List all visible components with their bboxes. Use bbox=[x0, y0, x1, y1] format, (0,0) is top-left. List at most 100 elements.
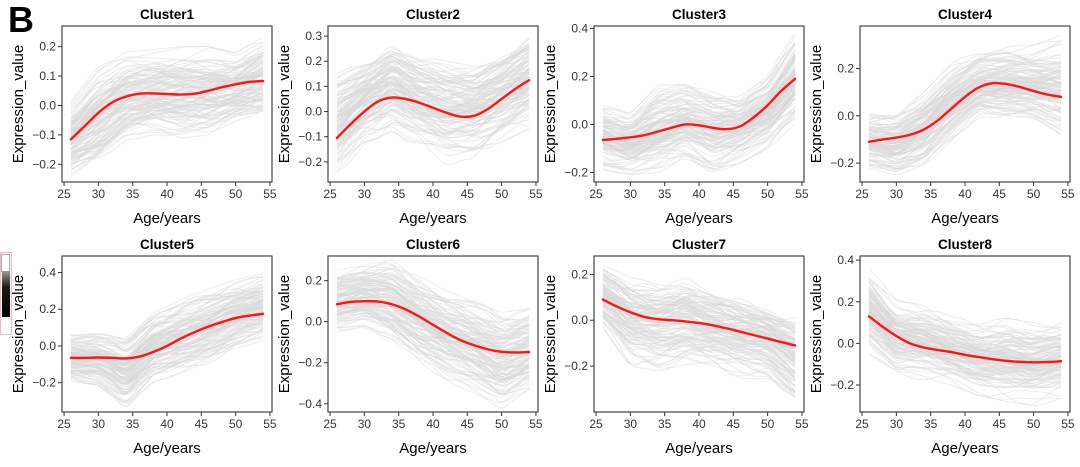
x-tick-label: 45 bbox=[461, 187, 475, 201]
x-tick-label: 35 bbox=[924, 187, 938, 201]
y-tick-label: 0.4 bbox=[39, 266, 56, 280]
y-tick-label: −0.1 bbox=[298, 130, 322, 144]
x-tick-label: 50 bbox=[761, 187, 775, 201]
trend-line bbox=[601, 77, 797, 142]
x-tick-label: 35 bbox=[658, 187, 672, 201]
x-tick-label: 25 bbox=[855, 417, 869, 431]
x-tick-label: 45 bbox=[195, 187, 209, 201]
y-tick-label: 0.0 bbox=[571, 117, 588, 131]
x-tick-label: 45 bbox=[727, 417, 741, 431]
cluster7-panel: 25 30 35 40 45 50 55 −0.2 0.0 0.2 Cluster7 Age/year… bbox=[542, 236, 810, 458]
spaghetti-lines bbox=[868, 34, 1062, 176]
y-tick-label: 0.0 bbox=[39, 339, 56, 353]
x-tick-label: 50 bbox=[1027, 417, 1041, 431]
artifact-dark-bar bbox=[2, 271, 10, 317]
y-tick-label: −0.2 bbox=[298, 155, 322, 169]
y-tick-label: 0.0 bbox=[837, 109, 854, 123]
y-tick-label: 0.4 bbox=[571, 21, 588, 35]
x-tick-label: 25 bbox=[855, 187, 869, 201]
y-tick-label: 0.1 bbox=[305, 79, 322, 93]
y-axis-label: Expression_value bbox=[12, 45, 27, 163]
cluster8-panel: 25 30 35 40 45 50 55 −0.2 0.0 0.2 0.4 Cluster8 Age/y… bbox=[808, 236, 1076, 458]
x-tick-label: 35 bbox=[658, 417, 672, 431]
x-tick-label: 30 bbox=[890, 417, 904, 431]
x-tick-label: 55 bbox=[263, 187, 277, 201]
panel-title: Cluster7 bbox=[672, 237, 726, 252]
x-tick-label: 25 bbox=[323, 417, 337, 431]
trend-line bbox=[335, 299, 531, 354]
y-axis-label: Expression_value bbox=[278, 45, 293, 163]
x-tick-label: 35 bbox=[392, 187, 406, 201]
y-tick-label: −0.2 bbox=[32, 376, 56, 390]
x-tick-label: 45 bbox=[993, 187, 1007, 201]
y-tick-label: 0.3 bbox=[305, 29, 322, 43]
trend-line bbox=[601, 298, 797, 347]
x-tick-label: 25 bbox=[589, 417, 603, 431]
x-tick-label: 30 bbox=[92, 187, 106, 201]
y-tick-label: −0.2 bbox=[564, 165, 588, 179]
spaghetti-lines bbox=[602, 33, 796, 176]
x-tick-label: 45 bbox=[461, 417, 475, 431]
x-tick-label: 35 bbox=[126, 417, 140, 431]
cluster8-chart: 25 30 35 40 45 50 55 −0.2 0.0 0.2 0.4 Cluster8 Age/y… bbox=[808, 237, 1075, 457]
x-tick-label: 40 bbox=[958, 187, 972, 201]
x-tick-label: 50 bbox=[1027, 187, 1041, 201]
cluster1-chart: 25 30 35 40 45 50 55 −0.2 −0.1 0.0 0.1 0.2 Cluster1 A… bbox=[10, 7, 277, 227]
y-axis-label: Expression_value bbox=[544, 45, 559, 163]
x-tick-label: 50 bbox=[761, 417, 775, 431]
spaghetti-lines bbox=[602, 265, 796, 398]
x-axis-label: Age/years bbox=[665, 440, 733, 457]
x-tick-label: 25 bbox=[589, 187, 603, 201]
x-tick-label: 55 bbox=[795, 417, 809, 431]
y-tick-label: 0.0 bbox=[305, 105, 322, 119]
cluster7-chart: 25 30 35 40 45 50 55 −0.2 0.0 0.2 Cluster7 Age/year… bbox=[542, 237, 809, 457]
spaghetti-lines bbox=[336, 259, 530, 409]
x-tick-label: 55 bbox=[1061, 417, 1075, 431]
y-tick-label: 0.0 bbox=[39, 98, 56, 112]
y-tick-label: −0.2 bbox=[32, 157, 56, 171]
x-tick-label: 40 bbox=[958, 417, 972, 431]
cluster-panel-grid: 25 30 35 40 45 50 55 −0.2 −0.1 0.0 0.1 0.2 Cluster1 A… bbox=[10, 6, 1076, 458]
x-tick-label: 40 bbox=[692, 417, 706, 431]
x-axis-label: Age/years bbox=[133, 440, 201, 457]
y-tick-label: −0.2 bbox=[298, 356, 322, 370]
trend-line bbox=[335, 78, 531, 140]
x-tick-label: 30 bbox=[890, 187, 904, 201]
figure-label: B bbox=[8, 0, 34, 40]
x-tick-label: 45 bbox=[993, 417, 1007, 431]
cluster2-chart: 25 30 35 40 45 50 55 −0.2 −0.1 0.0 0.1 0.2 0.3 Cluste… bbox=[276, 7, 543, 227]
spaghetti-lines bbox=[70, 37, 264, 177]
artifact-mini-box bbox=[1, 254, 10, 272]
x-tick-label: 40 bbox=[160, 187, 174, 201]
y-tick-label: 0.2 bbox=[837, 295, 854, 309]
x-tick-label: 30 bbox=[624, 417, 638, 431]
panel-title: Cluster4 bbox=[938, 7, 993, 22]
x-tick-label: 30 bbox=[358, 417, 372, 431]
y-tick-label: 0.2 bbox=[571, 69, 588, 83]
y-tick-label: −0.2 bbox=[564, 359, 588, 373]
y-tick-label: −0.2 bbox=[830, 156, 854, 170]
panel-title: Cluster2 bbox=[406, 7, 460, 22]
y-tick-label: −0.4 bbox=[298, 397, 322, 411]
x-axis-label: Age/years bbox=[931, 440, 999, 457]
x-axis-label: Age/years bbox=[399, 440, 467, 457]
cluster3-chart: 25 30 35 40 45 50 55 −0.2 0.0 0.2 0.4 Cluster3 Age/y… bbox=[542, 7, 809, 227]
y-tick-label: 0.4 bbox=[837, 253, 854, 267]
cluster4-chart: 25 30 35 40 45 50 55 −0.2 0.0 0.2 Cluster4 Age/year… bbox=[808, 7, 1075, 227]
y-tick-label: 0.2 bbox=[305, 54, 322, 68]
cluster4-panel: 25 30 35 40 45 50 55 −0.2 0.0 0.2 Cluster4 Age/year… bbox=[808, 6, 1076, 228]
y-axis-label: Expression_value bbox=[278, 275, 293, 393]
cluster6-chart: 25 30 35 40 45 50 55 −0.4 −0.2 0.0 0.2 Cluster6 Age/… bbox=[276, 237, 543, 457]
y-tick-label: 0.2 bbox=[837, 62, 854, 76]
y-tick-label: 0.2 bbox=[305, 274, 322, 288]
cluster3-panel: 25 30 35 40 45 50 55 −0.2 0.0 0.2 0.4 Cluster3 Age/y… bbox=[542, 6, 810, 228]
x-tick-label: 50 bbox=[229, 417, 243, 431]
trend-line bbox=[867, 81, 1063, 144]
x-tick-label: 30 bbox=[92, 417, 106, 431]
cluster5-panel: 25 30 35 40 45 50 55 −0.2 0.0 0.2 0.4 Cluster5 Age/y… bbox=[10, 236, 278, 458]
x-tick-label: 40 bbox=[426, 417, 440, 431]
x-tick-label: 55 bbox=[263, 417, 277, 431]
x-tick-label: 25 bbox=[57, 187, 71, 201]
panel-title: Cluster6 bbox=[406, 237, 461, 252]
